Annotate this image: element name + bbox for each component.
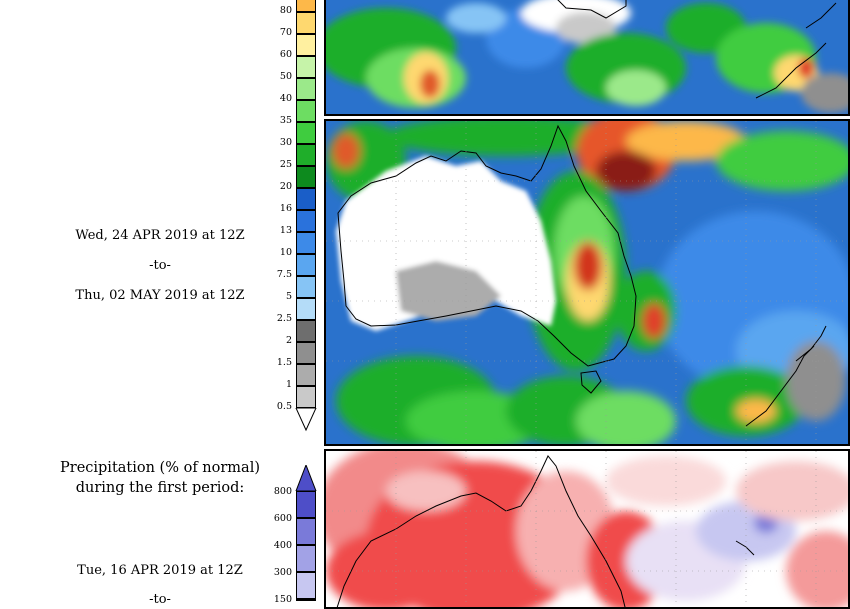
precip-colorbar-segment (296, 0, 316, 12)
precip-colorbar-label: 13 (279, 225, 292, 236)
percent-title-line2: during the first period: (75, 480, 245, 496)
precip-colorbar-segment (296, 166, 316, 188)
precip-colorbar-arrow (295, 408, 317, 432)
precip-colorbar-segment (296, 210, 316, 232)
percent-normal-map (324, 449, 850, 609)
precip-colorbar-label: 70 (279, 27, 292, 38)
precip-colorbar-label: 1.5 (276, 357, 292, 368)
precip-colorbar-segment (296, 342, 316, 364)
precip-colorbar-segment (296, 100, 316, 122)
precip-colorbar-label: 2.5 (276, 313, 292, 324)
precip-colorbar-segment (296, 320, 316, 342)
precip-colorbar-label: 7.5 (276, 269, 292, 280)
percent-colorbar-label: 800 (273, 486, 292, 497)
precip-colorbar-label: 25 (279, 159, 292, 170)
percent-colorbar-segment (296, 518, 316, 545)
precip-colorbar-segment (296, 188, 316, 210)
percent-colorbar-segment (296, 545, 316, 572)
precip-colorbar-segment (296, 254, 316, 276)
precip-colorbar-segment (296, 364, 316, 386)
percent-colorbar-label: 300 (273, 567, 292, 578)
precip-colorbar-segment (296, 122, 316, 144)
precip-colorbar-segment (296, 56, 316, 78)
percent-colorbar-segment (296, 572, 316, 599)
forecast-map-australia (324, 119, 850, 446)
precip-colorbar-label: 30 (279, 137, 292, 148)
precip-colorbar-segment (296, 298, 316, 320)
percent-colorbar-segment (296, 599, 316, 601)
precip-colorbar-label: 16 (279, 203, 292, 214)
precip-colorbar-label: 80 (279, 5, 292, 16)
precip-colorbar-label: 60 (279, 49, 292, 60)
precip-colorbar-segment (296, 78, 316, 100)
percent-colorbar-label: 600 (273, 513, 292, 524)
precip-colorbar-label: 0.5 (276, 401, 292, 412)
precip-colorbar-label: 1 (285, 379, 292, 390)
precip-colorbar-segment (296, 12, 316, 34)
period-start: Wed, 24 APR 2019 at 12Z (75, 228, 245, 243)
percent-colorbar-segment (296, 491, 316, 518)
percent-title-line1: Precipitation (% of normal) (60, 460, 260, 476)
precip-colorbar-label: 35 (279, 115, 292, 126)
precip-colorbar-label: 40 (279, 93, 292, 104)
period-end: Thu, 02 MAY 2019 at 12Z (75, 288, 245, 303)
percent-period-start: Tue, 16 APR 2019 at 12Z (77, 563, 243, 578)
precip-colorbar-segment (296, 276, 316, 298)
precip-colorbar-segment (296, 34, 316, 56)
precip-colorbar-label: 50 (279, 71, 292, 82)
percent-colorbar-label: 400 (273, 540, 292, 551)
period-separator: -to- (149, 258, 171, 273)
precip-colorbar-label: 10 (279, 247, 292, 258)
precip-colorbar-segment (296, 144, 316, 166)
precip-colorbar-segment (296, 232, 316, 254)
forecast-map-previous (324, 0, 850, 116)
precip-colorbar-label: 2 (285, 335, 292, 346)
percent-colorbar-arrow (295, 465, 317, 491)
precip-colorbar-segment (296, 386, 316, 408)
precip-colorbar-label: 5 (285, 291, 292, 302)
precip-colorbar-label: 20 (279, 181, 292, 192)
